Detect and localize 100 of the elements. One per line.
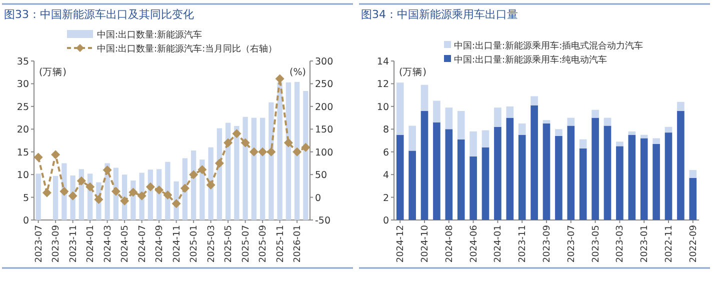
x-tick-label: 2023-09 — [542, 224, 552, 263]
x-tick-label: 2023-09 — [52, 224, 62, 263]
bar — [36, 174, 41, 220]
bar — [567, 126, 575, 220]
bar — [628, 134, 636, 220]
x-tick-label: 2025-11 — [276, 225, 286, 263]
bar — [396, 134, 404, 220]
x-tick-label: 2025-07 — [241, 225, 252, 263]
x-tick-label: 2025-09 — [258, 224, 269, 263]
x-tick-label: 2026-01 — [293, 225, 304, 263]
y-tick-label: 8 — [382, 124, 389, 136]
bar — [303, 90, 308, 220]
bar — [604, 126, 612, 220]
bar — [433, 122, 440, 220]
point — [301, 142, 310, 152]
bar — [567, 118, 575, 126]
point — [120, 196, 130, 206]
point — [68, 191, 78, 200]
y2-tick-label: 200 — [315, 102, 334, 113]
point — [240, 138, 250, 148]
bar — [482, 147, 490, 220]
bar — [579, 148, 587, 220]
point — [94, 195, 104, 204]
bar — [542, 123, 550, 220]
bar — [408, 126, 416, 151]
bar — [689, 178, 697, 220]
x-tick-label: 2024-09 — [155, 224, 166, 263]
bar — [555, 129, 562, 136]
bar — [268, 102, 274, 220]
legend-label: 中国:出口数量:新能源汽车:当月同比（右轴） — [97, 44, 278, 54]
x-tick-label: 2024-10 — [420, 224, 430, 263]
point — [292, 147, 302, 156]
x-tick-label: 2023-07 — [34, 225, 44, 263]
y-tick-label: 6 — [382, 147, 389, 158]
point — [42, 188, 52, 198]
bar — [420, 84, 428, 111]
y-axis-title: (万辆) — [399, 66, 426, 78]
y-tick-label: 10 — [16, 170, 29, 182]
y-axis-title: (万辆) — [39, 66, 66, 78]
x-tick-label: 2024-01 — [86, 225, 96, 263]
bar — [530, 105, 538, 220]
bar — [616, 142, 624, 146]
point — [128, 188, 138, 197]
chart-title: 图33：中国新能源车出口及其同比变化 — [4, 8, 194, 21]
bar — [604, 118, 612, 126]
x-tick-label: 2023-07 — [566, 225, 577, 263]
bar — [677, 102, 684, 111]
bar — [408, 150, 416, 220]
bar — [396, 82, 404, 135]
bar — [457, 139, 465, 220]
legend-label: 中国:出口量:新能源乘用车:纯电动汽车 — [454, 54, 608, 66]
bar — [457, 110, 465, 140]
bar — [628, 131, 636, 135]
y-tick-label: 25 — [16, 102, 29, 113]
y-tick-label: 0 — [22, 216, 29, 226]
bar — [494, 126, 502, 220]
y-tick-label: 20 — [16, 124, 29, 136]
bar — [470, 131, 477, 156]
point — [258, 147, 268, 156]
bar — [445, 129, 453, 220]
y2-tick-label: 300 — [315, 56, 334, 68]
bar — [640, 134, 648, 138]
chart-title: 图34：中国新能源乘用车出口量 — [361, 8, 518, 21]
x-tick-label: 2024-12 — [396, 225, 406, 263]
y-tick-label: 10 — [376, 102, 389, 113]
point — [86, 182, 95, 192]
x-tick-label: 2024-03 — [103, 225, 114, 263]
x-tick-label: 2025-05 — [224, 225, 234, 263]
point — [60, 186, 69, 196]
y2-tick-label: 100 — [315, 147, 334, 158]
y-tick-label: 30 — [16, 79, 29, 90]
point — [146, 182, 155, 192]
bar — [277, 82, 282, 220]
bar — [420, 110, 428, 220]
x-tick-label: 2024-06 — [469, 224, 480, 263]
bar — [518, 134, 526, 220]
x-tick-label: 2023-01 — [640, 225, 650, 263]
x-tick-label: 2024-11 — [172, 225, 182, 263]
y2-tick-label: 0 — [315, 192, 322, 204]
bar — [260, 118, 266, 220]
x-tick-label: 2022-09 — [688, 224, 699, 263]
x-tick-label: 2024-08 — [444, 224, 455, 263]
x-tick-label: 2024-01 — [494, 225, 504, 263]
bar — [506, 106, 514, 118]
y-tick-label: 2 — [382, 192, 389, 204]
bar — [677, 110, 684, 220]
y2-tick-label: 250 — [315, 79, 334, 90]
bar — [482, 130, 490, 148]
bar — [652, 138, 660, 144]
bar — [652, 144, 660, 220]
y2-axis-title: (%) — [290, 67, 306, 78]
point — [34, 152, 43, 162]
point — [51, 150, 60, 160]
bar — [506, 118, 514, 220]
point — [232, 129, 242, 138]
point — [180, 184, 190, 193]
bar — [689, 170, 697, 178]
point — [189, 170, 198, 180]
y2-tick-label: 50 — [315, 170, 328, 182]
bar — [251, 118, 257, 220]
